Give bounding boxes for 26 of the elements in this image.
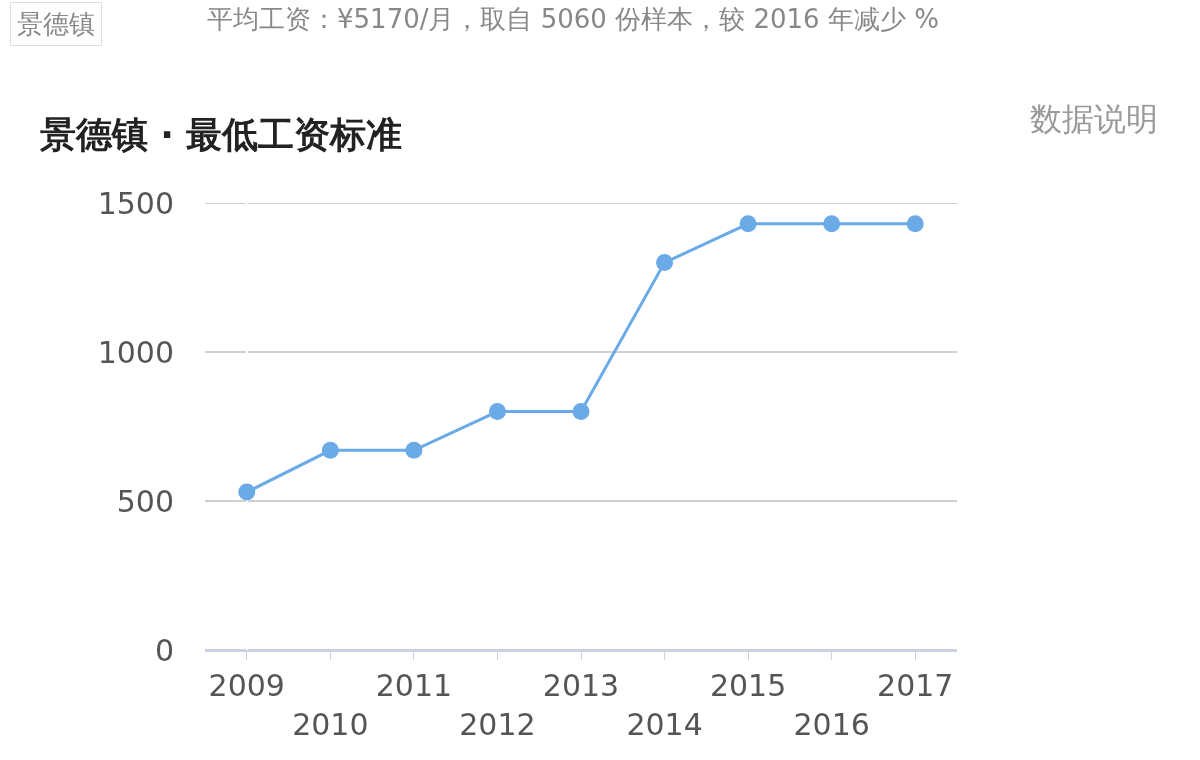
text: 景德镇 <box>17 9 95 39</box>
y-tick-label: 0 <box>154 632 174 668</box>
text: 平均工资：¥5170/月，取自 5060 份样本，较 2016 年减少 % <box>207 4 939 34</box>
y-tick-label: 1000 <box>97 334 174 370</box>
y-tick-label: 1500 <box>97 185 174 221</box>
x-tick-label: 2012 <box>459 707 536 742</box>
x-tick-label: 2010 <box>292 707 369 742</box>
point <box>656 254 674 272</box>
x-tick-label: 2013 <box>542 668 620 703</box>
chart-title: 景德镇 · 最低工资标准 <box>38 113 403 155</box>
x-tick-label: 2011 <box>375 668 453 703</box>
point <box>488 403 506 421</box>
point <box>906 215 924 233</box>
x-tick-label: 2015 <box>709 668 787 703</box>
text: 数据说明 <box>1030 100 1158 138</box>
point <box>238 483 256 501</box>
point <box>572 403 590 421</box>
point <box>823 215 841 233</box>
point <box>739 215 757 233</box>
x-tick-label: 2014 <box>626 707 703 742</box>
x-tick-label: 2016 <box>793 707 870 742</box>
y-tick-label: 500 <box>116 483 174 519</box>
point <box>321 441 339 459</box>
x-tick-label: 2009 <box>208 668 285 703</box>
point <box>405 441 423 459</box>
x-tick-label: 2017 <box>877 668 954 703</box>
